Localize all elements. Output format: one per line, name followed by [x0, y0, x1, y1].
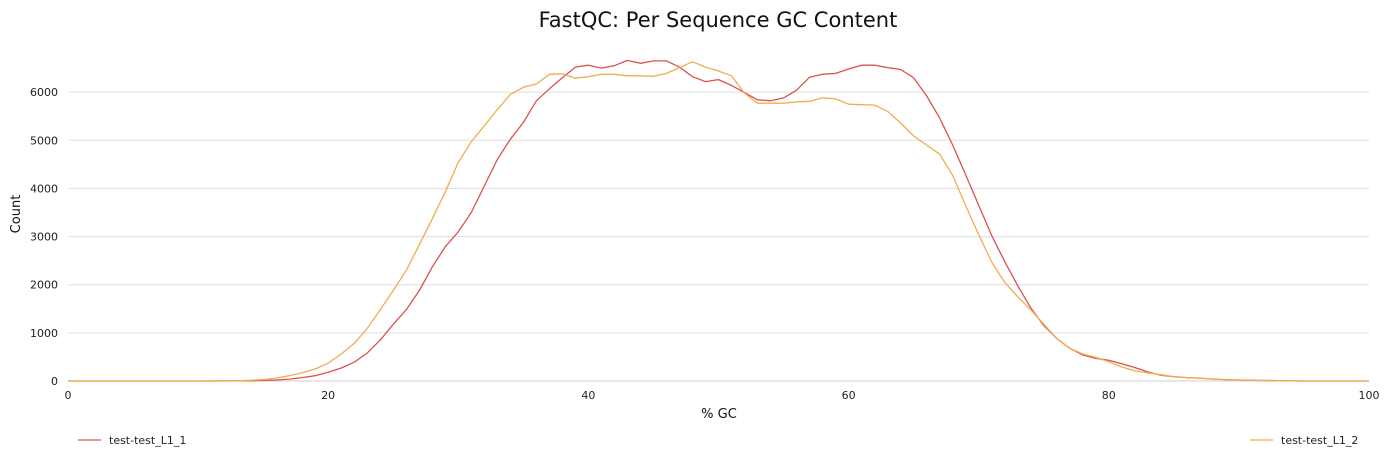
y-tick-label: 6000 [30, 86, 58, 99]
y-tick-label: 4000 [30, 182, 58, 195]
x-tick-label: 100 [1359, 389, 1380, 402]
x-tick-label: 0 [65, 389, 72, 402]
y-tick-label: 3000 [30, 231, 58, 244]
series-lines [68, 59, 1369, 382]
legend: test-test_L1_1 test-test_L1_2 [78, 434, 1358, 447]
legend-label-1[interactable]: test-test_L1_1 [109, 434, 186, 447]
x-axis-label: % GC [701, 407, 737, 422]
series-line-2[interactable] [68, 61, 1369, 382]
x-tick-label: 80 [1102, 389, 1116, 402]
legend-label-2[interactable]: test-test_L1_2 [1281, 434, 1358, 447]
chart-title: FastQC: Per Sequence GC Content [539, 8, 898, 32]
x-axis-ticks: 0 20 40 60 80 100 [65, 389, 1380, 402]
y-tick-label: 1000 [30, 327, 58, 340]
x-tick-label: 60 [842, 389, 856, 402]
y-tick-label: 5000 [30, 134, 58, 147]
x-tick-label: 20 [321, 389, 335, 402]
y-tick-label: 0 [51, 375, 58, 388]
y-axis-label: Count [9, 195, 24, 234]
grid-lines [68, 91, 1369, 382]
y-tick-label: 2000 [30, 279, 58, 292]
x-tick-label: 40 [581, 389, 595, 402]
y-axis-ticks: 0 1000 2000 3000 4000 5000 6000 [30, 86, 58, 388]
